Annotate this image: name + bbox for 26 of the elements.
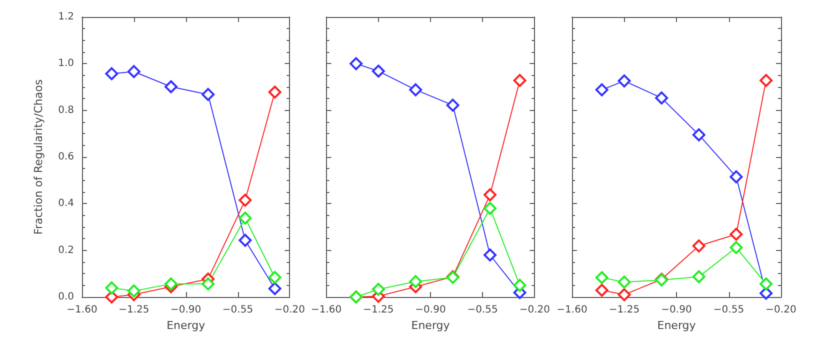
y-tick-label: 0.0 — [58, 292, 74, 302]
y-tick-label: 1.0 — [58, 58, 74, 70]
y-tick-label: 1.2 — [58, 12, 74, 22]
x-tick-label: −0.20 — [519, 304, 550, 316]
y-tick-label: 0.4 — [58, 198, 74, 210]
x-tick-label: −1.25 — [118, 304, 150, 316]
x-tick-label: −0.55 — [467, 304, 498, 316]
x-tick-label: −0.20 — [274, 304, 306, 316]
x-tick-label: −1.25 — [608, 304, 640, 316]
y-tick-label: 0.8 — [58, 104, 74, 116]
x-tick-label: −1.25 — [363, 304, 394, 316]
x-tick-label: −1.60 — [66, 304, 98, 316]
x-tick-label: −1.60 — [556, 304, 588, 316]
x-tick-label: −0.55 — [222, 304, 254, 316]
x-tick-label: −0.90 — [661, 304, 692, 316]
x-axis-title: Energy — [166, 318, 206, 332]
x-tick-label: −0.90 — [170, 304, 202, 316]
x-axis-title: Energy — [411, 318, 450, 332]
x-tick-label: −0.90 — [415, 304, 446, 316]
y-tick-label: 0.2 — [58, 244, 74, 256]
y-axis-title: Fraction of Regularity/Chaos — [32, 79, 45, 235]
y-tick-label: 0.6 — [58, 152, 74, 162]
x-tick-label: −0.20 — [766, 304, 796, 316]
x-axis-title: Energy — [657, 318, 696, 332]
x-tick-label: −1.60 — [310, 304, 342, 316]
x-tick-label: −0.55 — [713, 304, 744, 316]
